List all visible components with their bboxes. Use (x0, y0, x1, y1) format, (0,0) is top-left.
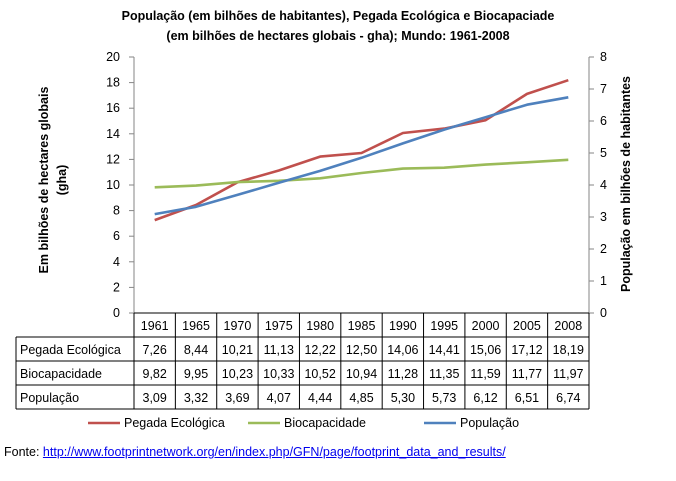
table-cell: 11,59 (470, 367, 500, 381)
table-cell: 11,13 (264, 343, 294, 357)
right-tick-label: 7 (600, 82, 607, 96)
legend-entry: Biocapacidade (284, 416, 366, 430)
data-table: 1961 1965 1970 1975 1980 1985 1990 1995 2000 2005… (15, 312, 590, 410)
left-tick-label: 2 (113, 280, 120, 294)
table-header-year: 1980 (306, 319, 334, 333)
table-header-year: 2000 (472, 319, 500, 333)
left-tick-label: 6 (113, 229, 120, 243)
series-line-populacao (154, 96, 569, 216)
table-cell: 6,74 (556, 391, 580, 405)
table-cell: 4,07 (267, 391, 291, 405)
left-tick-label: 10 (106, 178, 120, 192)
right-tick-label: 2 (600, 242, 607, 256)
left-tick-label: 8 (113, 204, 120, 218)
left-axis-label-line2: (gha) (55, 165, 69, 196)
table-cell: 3,32 (184, 391, 208, 405)
table-cell: 11,97 (553, 367, 583, 381)
series-line-biocapacidade (154, 158, 569, 189)
right-tick-label: 4 (600, 178, 607, 192)
table-cell: 4,85 (349, 391, 373, 405)
table-cell: 11,28 (388, 367, 418, 381)
table-cell: 12,22 (304, 343, 335, 357)
table-header-year: 2008 (554, 319, 582, 333)
right-tick-label: 8 (600, 50, 607, 64)
left-tick-label: 18 (106, 76, 120, 90)
chart-title-line1: População (em bilhões de habitantes), Pe… (122, 9, 555, 23)
left-tick-label: 12 (106, 152, 120, 166)
table-cell: 10,52 (304, 367, 335, 381)
table-header-year: 1985 (348, 319, 376, 333)
left-axis-label: Em bilhões de hectares globais (gha) (37, 87, 69, 274)
table-cell: 18,19 (553, 343, 584, 357)
table-cell: 9,95 (184, 367, 208, 381)
table-cell: 10,21 (222, 343, 253, 357)
right-axis-label: População em bilhões de habitantes (619, 76, 633, 292)
table-header-year: 1975 (265, 319, 293, 333)
table-cell: 15,06 (470, 343, 501, 357)
right-tick-label: 5 (600, 146, 607, 160)
right-tick-label: 1 (600, 274, 607, 288)
table-cell: 14,41 (429, 343, 460, 357)
right-tick-label: 3 (600, 210, 607, 224)
table-header-year: 1990 (389, 319, 417, 333)
left-axis-label-line1: Em bilhões de hectares globais (37, 87, 51, 274)
chart-title-line2: (em bilhões de hectares globais - gha); … (166, 29, 509, 43)
left-tick-label: 16 (106, 101, 120, 115)
table-cell: 6,12 (473, 391, 497, 405)
table-header-year: 2005 (513, 319, 541, 333)
series-line-pegada-ecologica (154, 78, 569, 222)
table-cell: 17,12 (511, 343, 542, 357)
table-header-year: 1965 (182, 319, 210, 333)
table-row-label: Pegada Ecológica (20, 343, 121, 357)
table-cell: 12,50 (346, 343, 377, 357)
table-cell: 3,69 (225, 391, 249, 405)
legend: Pegada Ecológica Biocapacidade População (88, 416, 519, 430)
source-prefix: Fonte: (4, 445, 43, 459)
table-header-year: 1961 (141, 319, 169, 333)
legend-entry: População (460, 416, 519, 430)
chart: População (em bilhões de habitantes), Pe… (15, 9, 633, 430)
table-cell: 11,77 (512, 367, 542, 381)
table-header-year: 1970 (224, 319, 252, 333)
left-tick-label: 20 (106, 50, 120, 64)
source-link[interactable]: http://www.footprintnetwork.org/en/index… (42, 445, 506, 459)
right-axis-ticks: 0 1 2 3 4 5 6 7 8 (589, 50, 607, 320)
table-cell: 10,33 (263, 367, 294, 381)
table-cell: 14,06 (387, 343, 418, 357)
table-cell: 5,73 (432, 391, 456, 405)
series-lines (154, 78, 569, 222)
right-tick-label: 6 (600, 114, 607, 128)
table-cell: 7,26 (143, 343, 167, 357)
left-tick-label: 4 (113, 255, 120, 269)
table-cell: 3,09 (143, 391, 167, 405)
table-row-label: População (20, 391, 79, 405)
table-cell: 9,82 (143, 367, 167, 381)
table-header-year: 1995 (430, 319, 458, 333)
left-tick-label: 14 (106, 127, 120, 141)
right-tick-label: 0 (600, 306, 607, 320)
table-cell: 4,44 (308, 391, 332, 405)
table-cell: 10,94 (346, 367, 377, 381)
table-cell: 5,30 (391, 391, 415, 405)
table-cell: 8,44 (184, 343, 208, 357)
right-axis-label-text: População em bilhões de habitantes (619, 76, 633, 292)
table-row-label: Biocapacidade (20, 367, 102, 381)
left-tick-label: 0 (113, 306, 120, 320)
table-cell: 11,35 (429, 367, 459, 381)
left-axis-ticks: 0 2 4 6 8 10 12 14 16 18 20 (106, 50, 134, 320)
legend-entry: Pegada Ecológica (124, 416, 225, 430)
table-cell: 6,51 (515, 391, 539, 405)
source-note: Fonte: http://www.footprintnetwork.org/e… (4, 445, 506, 459)
table-cell: 10,23 (222, 367, 253, 381)
